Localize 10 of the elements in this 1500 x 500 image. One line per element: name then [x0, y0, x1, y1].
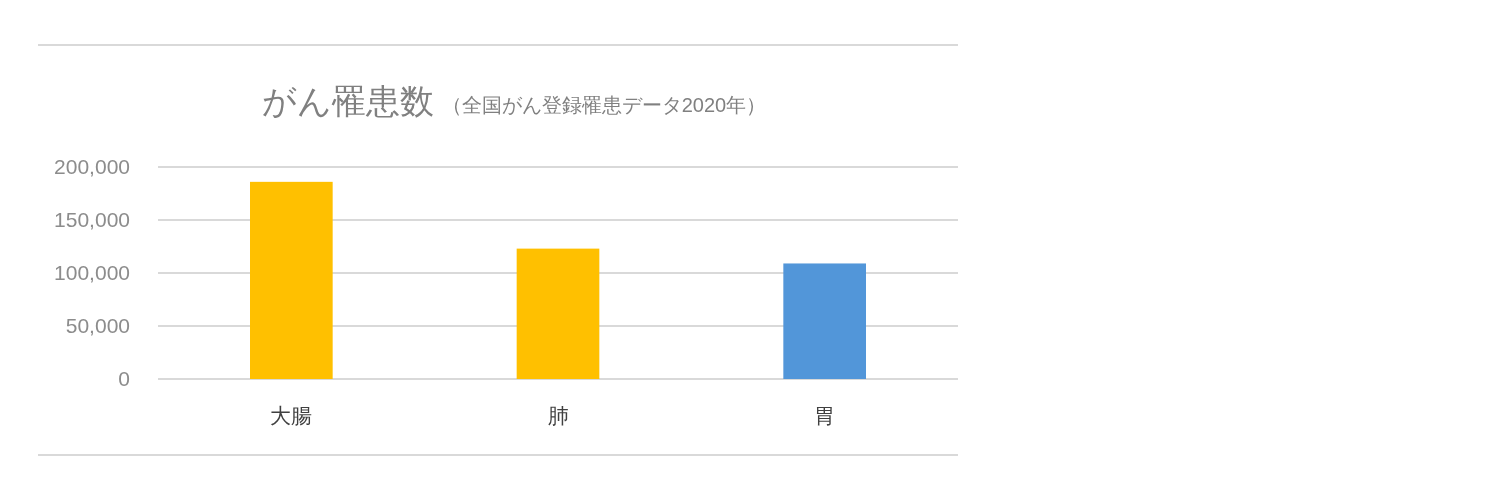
- x-tick-label: 大腸: [270, 404, 313, 427]
- x-tick-label: 胃: [814, 404, 836, 427]
- y-tick-label: 150,000: [54, 208, 130, 231]
- y-tick-label: 100,000: [54, 261, 130, 284]
- y-tick-label: 200,000: [54, 155, 130, 178]
- chart-subtitle: （全国がん登録罹患データ2020年）: [441, 94, 767, 116]
- chart-title: がん罹患数: [261, 82, 434, 120]
- y-tick-label: 0: [118, 367, 130, 390]
- x-tick-label: 肺: [547, 404, 569, 427]
- y-tick-label: 50,000: [65, 314, 130, 337]
